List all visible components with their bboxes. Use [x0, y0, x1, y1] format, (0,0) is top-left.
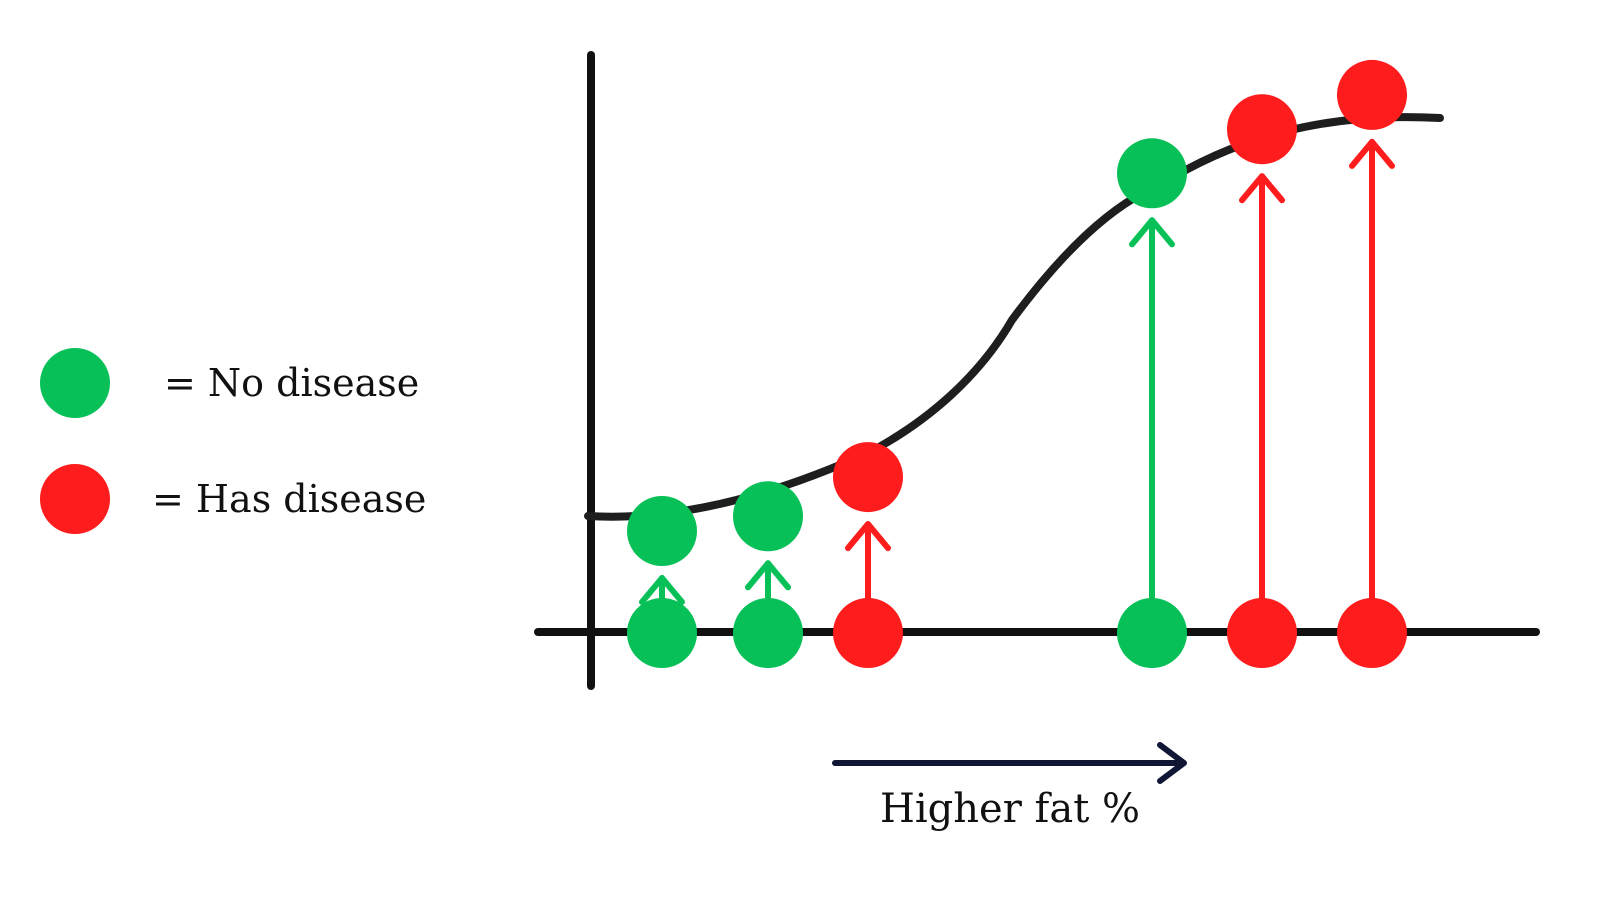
- curve-point: [1227, 94, 1297, 165]
- data-point-group: [1227, 94, 1297, 668]
- baseline-point: [833, 598, 903, 668]
- projection-arrow-head: [745, 560, 791, 591]
- baseline-point: [733, 598, 803, 668]
- legend-no-disease-label: = No disease: [164, 361, 420, 405]
- data-point-group: [1337, 59, 1407, 668]
- higher-fat-arrow-head: [1157, 742, 1187, 784]
- data-point-group: [1117, 138, 1187, 668]
- data-point-group: [733, 481, 803, 668]
- curve-point: [1337, 59, 1407, 130]
- legend-has-disease-dot: [40, 464, 110, 534]
- data-points: [627, 59, 1407, 668]
- curve-point: [733, 481, 803, 552]
- legend-no-disease: = No disease: [40, 343, 419, 423]
- projection-arrow-head: [1349, 138, 1395, 169]
- baseline-point: [1117, 598, 1187, 668]
- projection-arrow-head: [1129, 217, 1175, 248]
- higher-fat-arrow: [832, 742, 1187, 784]
- x-axis-caption: Higher fat %: [880, 786, 1140, 832]
- legend-no-disease-dot: [40, 348, 110, 418]
- baseline-point: [1227, 598, 1297, 668]
- curve-point: [833, 442, 903, 513]
- projection-arrow-head: [845, 521, 891, 552]
- projection-arrow-head: [1239, 173, 1285, 204]
- projection-arrow-head: [639, 575, 685, 605]
- legend-has-disease: = Has disease: [40, 459, 426, 539]
- sigmoid-curve: [584, 113, 1444, 521]
- data-point-group: [627, 496, 697, 668]
- legend-has-disease-label: = Has disease: [152, 477, 427, 521]
- curve-point: [627, 496, 697, 566]
- baseline-point: [1337, 598, 1407, 668]
- curve-point: [1117, 138, 1187, 209]
- baseline-point: [627, 598, 697, 668]
- data-point-group: [833, 442, 903, 668]
